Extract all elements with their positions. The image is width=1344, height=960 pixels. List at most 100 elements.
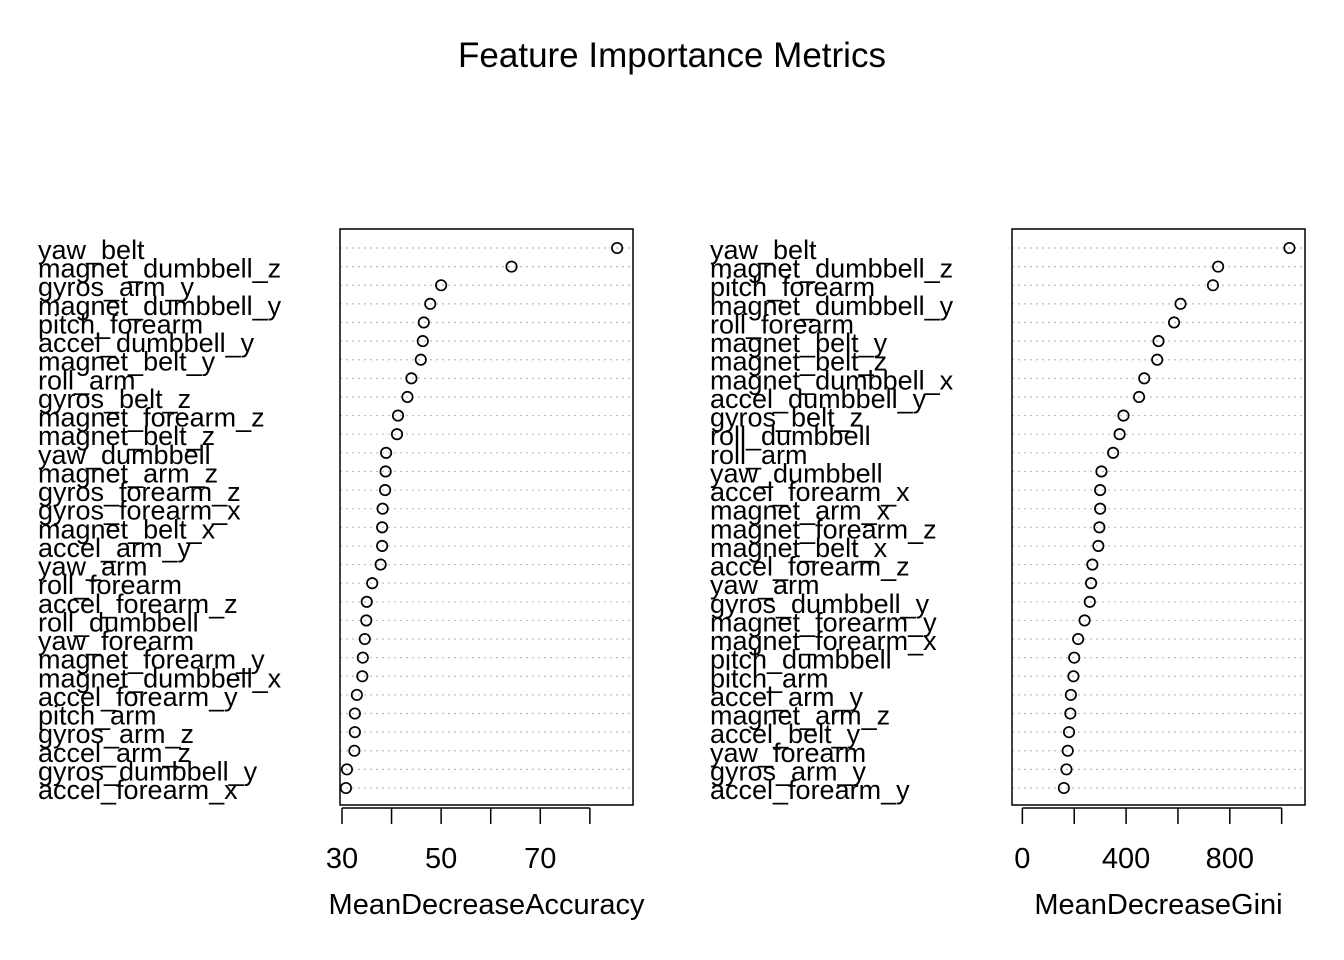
data-point	[1067, 670, 1080, 683]
data-point	[424, 297, 437, 310]
data-point	[356, 670, 369, 683]
category-label: magnet_dumbbell_z	[38, 254, 281, 284]
category-label: gyros_dumbbell_y	[710, 589, 930, 619]
category-label: roll_forearm	[710, 309, 854, 339]
category-label: magnet_dumbbell_z	[710, 254, 953, 284]
data-point	[1113, 428, 1126, 441]
data-point	[1092, 539, 1105, 552]
category-label: yaw_dumbbell	[38, 440, 211, 470]
data-point	[1107, 446, 1120, 459]
data-point	[348, 744, 361, 757]
category-label: magnet_arm_z	[710, 701, 890, 731]
x-axis-label: MeanDecreaseAccuracy	[329, 889, 645, 921]
data-point	[505, 260, 518, 273]
category-label: magnet_belt_y	[38, 347, 216, 377]
category-label: magnet_dumbbell_y	[38, 291, 282, 321]
data-point	[1094, 484, 1107, 497]
category-label: accel_forearm_z	[710, 552, 910, 582]
category-label: magnet_belt_z	[38, 421, 215, 451]
data-point	[356, 651, 369, 664]
data-point	[1152, 335, 1165, 348]
data-point	[376, 502, 389, 515]
data-point	[1151, 353, 1164, 366]
category-label: accel_arm_y	[38, 533, 192, 563]
category-label: pitch_dumbbell	[710, 645, 892, 675]
category-label: roll_dumbbell	[38, 607, 199, 637]
category-label: magnet_arm_x	[710, 496, 891, 526]
data-point	[379, 465, 392, 478]
category-label: yaw_belt	[38, 235, 145, 265]
category-label: magnet_dumbbell_y	[710, 291, 954, 321]
data-point	[360, 614, 373, 627]
data-point	[1060, 763, 1073, 776]
category-label: magnet_forearm_z	[38, 403, 265, 433]
data-point	[379, 484, 392, 497]
data-point	[1064, 707, 1077, 720]
category-label: pitch_arm	[710, 663, 829, 693]
panel-1: yaw_beltmagnet_dumbbell_zgyros_arm_ymagn…	[38, 228, 645, 921]
data-point	[1212, 260, 1225, 273]
category-label: yaw_dumbbell	[710, 458, 883, 488]
data-point	[435, 279, 448, 292]
category-label: yaw_belt	[710, 235, 817, 265]
category-label: accel_dumbbell_y	[38, 328, 255, 358]
data-point	[391, 409, 405, 422]
category-label: roll_arm	[710, 440, 808, 470]
category-label: magnet_belt_x	[38, 514, 216, 544]
category-label: accel_belt_y	[710, 719, 861, 749]
data-point	[340, 763, 353, 776]
x-tick-label: 800	[1206, 843, 1254, 875]
category-label: accel_arm_y	[710, 682, 864, 712]
data-point	[416, 335, 429, 348]
panel-2: yaw_beltmagnet_dumbbell_zpitch_forearmma…	[710, 228, 1306, 921]
category-label: accel_forearm_y	[38, 682, 238, 712]
category-label: magnet_forearm_z	[710, 514, 937, 544]
x-tick-label: 0	[1014, 843, 1030, 875]
category-label: yaw_arm	[710, 570, 820, 600]
data-point	[360, 595, 373, 608]
category-label: accel_arm_z	[38, 738, 191, 768]
category-label: pitch_forearm	[710, 272, 875, 302]
data-point	[1085, 577, 1098, 590]
data-point	[417, 316, 430, 329]
data-point	[1093, 521, 1106, 534]
plot-box	[339, 228, 634, 806]
data-point	[374, 558, 387, 571]
data-point	[1133, 390, 1146, 404]
category-label: yaw_forearm	[38, 626, 194, 656]
data-point	[1078, 614, 1091, 627]
category-label: magnet_arm_z	[38, 458, 218, 488]
figure-title: Feature Importance Metrics	[458, 36, 886, 75]
data-point	[380, 446, 393, 459]
data-point	[376, 539, 389, 552]
data-point	[1168, 316, 1181, 329]
category-label: gyros_forearm_z	[38, 477, 241, 507]
category-label: gyros_belt_z	[38, 384, 191, 414]
data-point	[376, 521, 389, 534]
category-label: roll_dumbbell	[710, 421, 871, 451]
data-point	[1068, 651, 1081, 664]
category-label: accel_forearm_x	[38, 775, 238, 805]
data-point	[1174, 297, 1187, 310]
x-axis-label: MeanDecreaseGini	[1034, 889, 1282, 921]
category-label: gyros_arm_y	[710, 756, 867, 786]
data-point	[348, 707, 361, 720]
category-label: gyros_arm_z	[38, 719, 194, 749]
data-point	[1062, 726, 1076, 739]
category-label: pitch_arm	[38, 701, 157, 731]
data-point	[1206, 279, 1220, 292]
data-point	[339, 781, 352, 795]
category-label: magnet_dumbbell_x	[38, 663, 282, 693]
data-point	[1086, 558, 1099, 571]
data-point	[405, 372, 418, 385]
category-label: yaw_forearm	[710, 738, 866, 768]
data-point	[1095, 465, 1108, 478]
category-label: gyros_dumbbell_y	[38, 756, 258, 786]
x-tick-label: 30	[326, 843, 358, 875]
x-tick-label: 400	[1102, 843, 1150, 875]
category-label: roll_forearm	[38, 570, 182, 600]
category-label: magnet_dumbbell_x	[710, 365, 954, 395]
category-label: gyros_belt_z	[710, 403, 863, 433]
data-point	[1064, 688, 1077, 701]
